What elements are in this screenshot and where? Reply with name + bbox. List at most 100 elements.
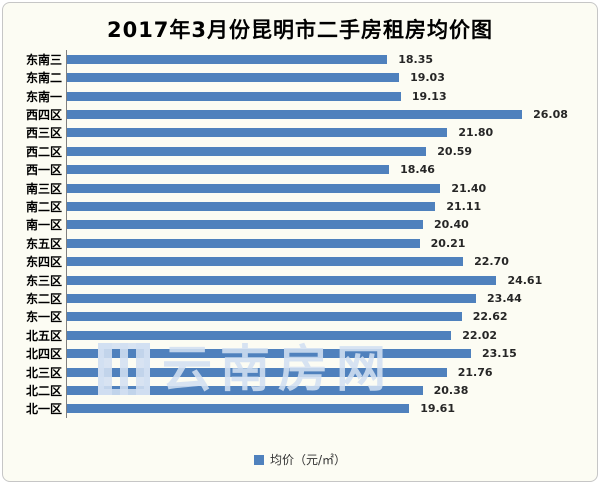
category-label: 北四区 xyxy=(25,347,62,362)
value-label: 21.80 xyxy=(458,126,494,140)
value-bar xyxy=(67,165,390,175)
value-label: 20.59 xyxy=(437,144,473,158)
value-bar xyxy=(67,128,448,138)
bar-row: 西四区 26.08 xyxy=(5,105,593,124)
bar-track: 24.61 xyxy=(66,270,593,290)
value-bar xyxy=(67,220,423,230)
bar-row: 东三区 24.61 xyxy=(5,270,593,290)
bar-row: 东南一 19.13 xyxy=(5,86,593,106)
bar-row: 东二区 23.44 xyxy=(5,289,593,308)
category-label: 北二区 xyxy=(25,384,62,399)
bar-row: 东一区 22.62 xyxy=(5,307,593,327)
value-bar xyxy=(67,54,388,64)
value-label: 23.44 xyxy=(487,291,522,305)
bar-row: 东五区 20.21 xyxy=(5,234,593,253)
bar-rows: 东南三 18.35 东南二 19.03 东南一 19.13 西四区 26.08 … xyxy=(5,50,593,419)
value-bar xyxy=(67,146,427,156)
bar-row: 西一区 18.46 xyxy=(5,160,593,179)
bar-track: 20.38 xyxy=(66,381,593,400)
value-label: 20.40 xyxy=(433,218,469,232)
value-bar xyxy=(67,91,401,101)
category-label: 南一区 xyxy=(25,218,62,233)
category-label: 东二区 xyxy=(25,291,62,306)
plot-area: 东南三 18.35 东南二 19.03 东南一 19.13 西四区 26.08 … xyxy=(5,50,593,419)
value-label: 19.03 xyxy=(410,71,445,85)
bar-row: 东南三 18.35 xyxy=(5,50,593,69)
value-bar xyxy=(67,73,400,83)
bar-row: 南二区 21.11 xyxy=(5,197,593,216)
category-label: 北三区 xyxy=(25,365,62,380)
value-label: 24.61 xyxy=(507,273,543,287)
category-label: 东五区 xyxy=(25,236,62,251)
value-bar xyxy=(67,293,477,303)
value-bar xyxy=(67,349,471,359)
legend: 均价（元/㎡） xyxy=(3,451,597,468)
value-bar xyxy=(67,275,497,285)
value-bar xyxy=(67,404,410,414)
category-label: 东南一 xyxy=(25,89,62,104)
legend-swatch-icon xyxy=(253,454,264,465)
value-label: 23.15 xyxy=(481,347,517,361)
value-bar xyxy=(67,183,441,193)
bar-track: 22.62 xyxy=(66,307,593,327)
legend-label: 均价（元/㎡） xyxy=(269,453,347,467)
bar-track: 18.35 xyxy=(66,50,593,69)
bar-track: 18.46 xyxy=(66,160,593,179)
bar-row: 东四区 22.70 xyxy=(5,252,593,271)
bar-track: 21.80 xyxy=(66,123,593,143)
value-bar xyxy=(67,330,452,340)
category-label: 北五区 xyxy=(25,328,62,343)
value-label: 22.02 xyxy=(462,328,498,342)
bar-track: 26.08 xyxy=(66,105,593,124)
value-bar xyxy=(67,367,447,377)
bar-row: 东南二 19.03 xyxy=(5,68,593,87)
bar-track: 21.40 xyxy=(66,178,593,198)
bar-track: 19.61 xyxy=(66,399,593,419)
value-label: 20.38 xyxy=(433,384,469,398)
value-bar xyxy=(67,386,423,396)
value-label: 20.21 xyxy=(430,236,466,250)
category-label: 南二区 xyxy=(25,199,62,214)
category-label: 西四区 xyxy=(25,107,62,122)
category-label: 东一区 xyxy=(25,310,62,325)
value-label: 26.08 xyxy=(533,107,568,121)
value-bar xyxy=(67,257,464,267)
category-label: 东三区 xyxy=(25,273,62,288)
bar-track: 20.59 xyxy=(66,142,593,161)
bar-track: 19.03 xyxy=(66,68,593,87)
value-bar xyxy=(67,201,436,211)
value-label: 18.46 xyxy=(400,163,435,177)
value-bar xyxy=(67,109,523,119)
bar-row: 北四区 23.15 xyxy=(5,344,593,363)
category-label: 西一区 xyxy=(25,163,62,178)
value-label: 21.76 xyxy=(457,365,493,379)
bar-row: 西二区 20.59 xyxy=(5,142,593,161)
bar-track: 20.21 xyxy=(66,234,593,253)
bar-track: 23.44 xyxy=(66,289,593,308)
category-label: 西三区 xyxy=(25,126,62,141)
category-label: 东南二 xyxy=(25,71,62,86)
bar-row: 北五区 22.02 xyxy=(5,326,593,345)
bar-track: 20.40 xyxy=(66,215,593,235)
value-label: 18.35 xyxy=(398,52,433,66)
bar-track: 21.11 xyxy=(66,197,593,216)
value-label: 21.40 xyxy=(451,181,487,195)
bar-row: 北二区 20.38 xyxy=(5,381,593,400)
category-label: 东南三 xyxy=(25,52,62,67)
value-bar xyxy=(67,238,420,248)
category-label: 南三区 xyxy=(25,181,62,196)
bar-row: 西三区 21.80 xyxy=(5,123,593,143)
bar-row: 北一区 19.61 xyxy=(5,399,593,419)
bar-track: 22.02 xyxy=(66,326,593,345)
bar-track: 19.13 xyxy=(66,86,593,106)
value-bar xyxy=(67,312,462,322)
category-label: 北一区 xyxy=(25,402,62,417)
value-label: 22.70 xyxy=(474,255,509,269)
category-label: 东四区 xyxy=(25,255,62,270)
value-label: 22.62 xyxy=(472,310,508,324)
category-label: 西二区 xyxy=(25,144,62,159)
value-label: 19.13 xyxy=(411,89,447,103)
bar-row: 南三区 21.40 xyxy=(5,178,593,198)
bar-row: 南一区 20.40 xyxy=(5,215,593,235)
